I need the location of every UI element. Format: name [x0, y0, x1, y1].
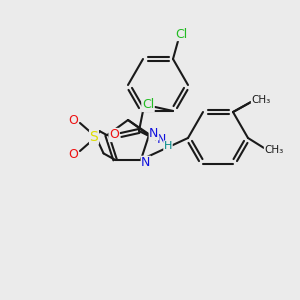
- Text: H: H: [164, 141, 172, 151]
- Text: N: N: [149, 127, 159, 140]
- Text: S: S: [90, 130, 98, 144]
- Text: O: O: [68, 148, 78, 160]
- Text: N: N: [156, 134, 166, 146]
- Text: O: O: [109, 128, 119, 142]
- Text: Cl: Cl: [175, 28, 187, 40]
- Text: CH₃: CH₃: [251, 95, 271, 105]
- Text: O: O: [68, 113, 78, 127]
- Text: CH₃: CH₃: [264, 145, 284, 155]
- Text: N: N: [141, 156, 151, 169]
- Text: Cl: Cl: [142, 98, 154, 112]
